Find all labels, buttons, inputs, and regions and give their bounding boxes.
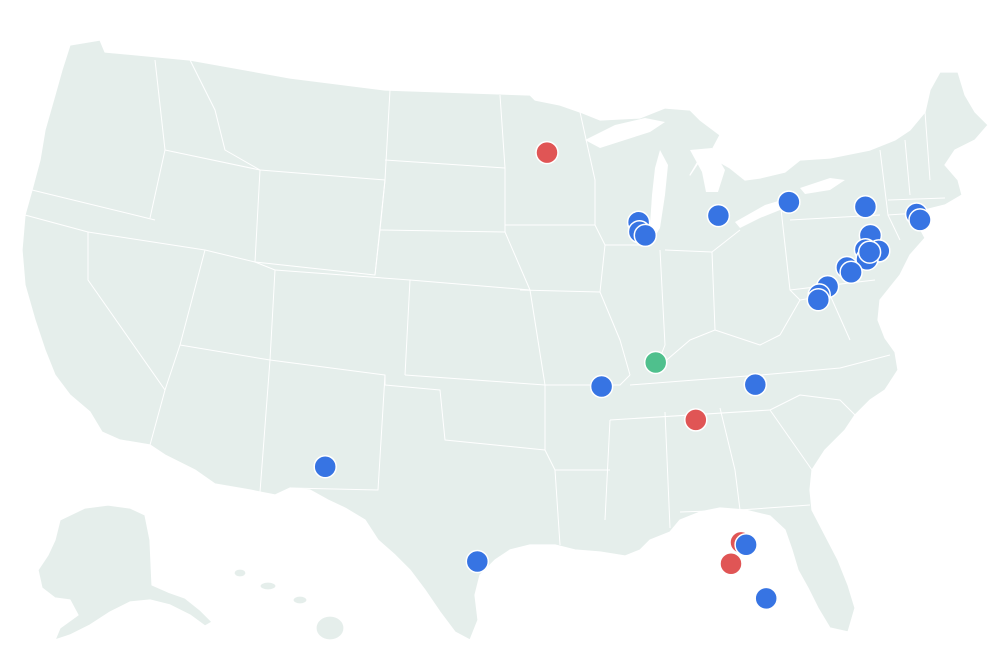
border-la [554,469,561,546]
border-nm-east [269,359,386,491]
border-in-oh [711,251,716,331]
border-mn-wi [579,111,606,246]
map-marker-nashville[interactable] [643,350,668,375]
alaska-land [37,504,213,641]
border-al-ga [719,407,741,511]
map-marker-south-texas[interactable] [465,549,490,574]
border-nd-south [384,159,506,169]
map-marker-washington-2[interactable] [806,287,831,312]
map-marker-memphis[interactable] [589,374,614,399]
map-marker-philadelphia-2[interactable] [839,260,863,285]
hawaii-island-3 [292,595,308,605]
border-ut-co [204,249,276,361]
map-marker-minnesota[interactable] [535,140,559,165]
border-ga-sc [769,409,813,471]
marker-layer [313,140,932,611]
border-or-ca [24,214,89,233]
map-marker-chicago-3[interactable] [633,223,658,248]
border-nd-sd [374,89,391,276]
map-marker-detroit[interactable] [706,203,731,228]
border-ks-ok [404,374,546,386]
border-ms-west [664,411,671,529]
map-marker-miami[interactable] [754,586,778,611]
map-marker-charlotte[interactable] [743,372,768,397]
border-nv-id [87,231,206,251]
map-marker-orlando-blue[interactable] [734,533,758,557]
border-ok-tx [384,375,546,451]
map-marker-nyc-5[interactable] [857,240,882,264]
border-ky-tn [629,354,891,386]
border-id-mt [189,59,261,171]
border-ia-mo [519,289,601,293]
border-nh-me [924,111,931,181]
border-wa-or [31,189,156,221]
contiguous-us-land [21,39,989,641]
map-marker-san-antonio-area[interactable] [313,454,337,479]
hawaii-island-1 [233,568,247,578]
map-marker-boston-2[interactable] [908,208,932,232]
border-nv-ut [149,249,206,446]
border-il-west [599,244,631,376]
lake-superior [585,118,665,148]
border-mi-oh [664,229,741,253]
border-ne-ks [409,279,531,291]
border-vt-nh [904,139,911,196]
border-ky-north [654,329,781,371]
hawaii-island-2 [259,581,277,591]
land-layer [21,39,989,641]
border-mo-ar [545,374,631,386]
hawaii-island-4 [315,615,345,641]
border-ca-nv [87,232,166,391]
map-marker-albany[interactable] [853,195,878,219]
border-ga-fl [679,504,811,513]
lake-ontario [800,178,845,194]
border-ma-south [887,197,946,201]
border-sd-ne [379,229,506,233]
border-ms-al [604,419,611,521]
border-nc-sc [769,394,856,416]
lake-michigan [650,150,668,238]
lake-huron [690,148,725,192]
map-marker-atlanta[interactable] [684,408,708,432]
map-marker-tampa[interactable] [719,552,743,576]
map-marker-buffalo[interactable] [777,190,801,214]
border-mn-west [499,94,546,450]
